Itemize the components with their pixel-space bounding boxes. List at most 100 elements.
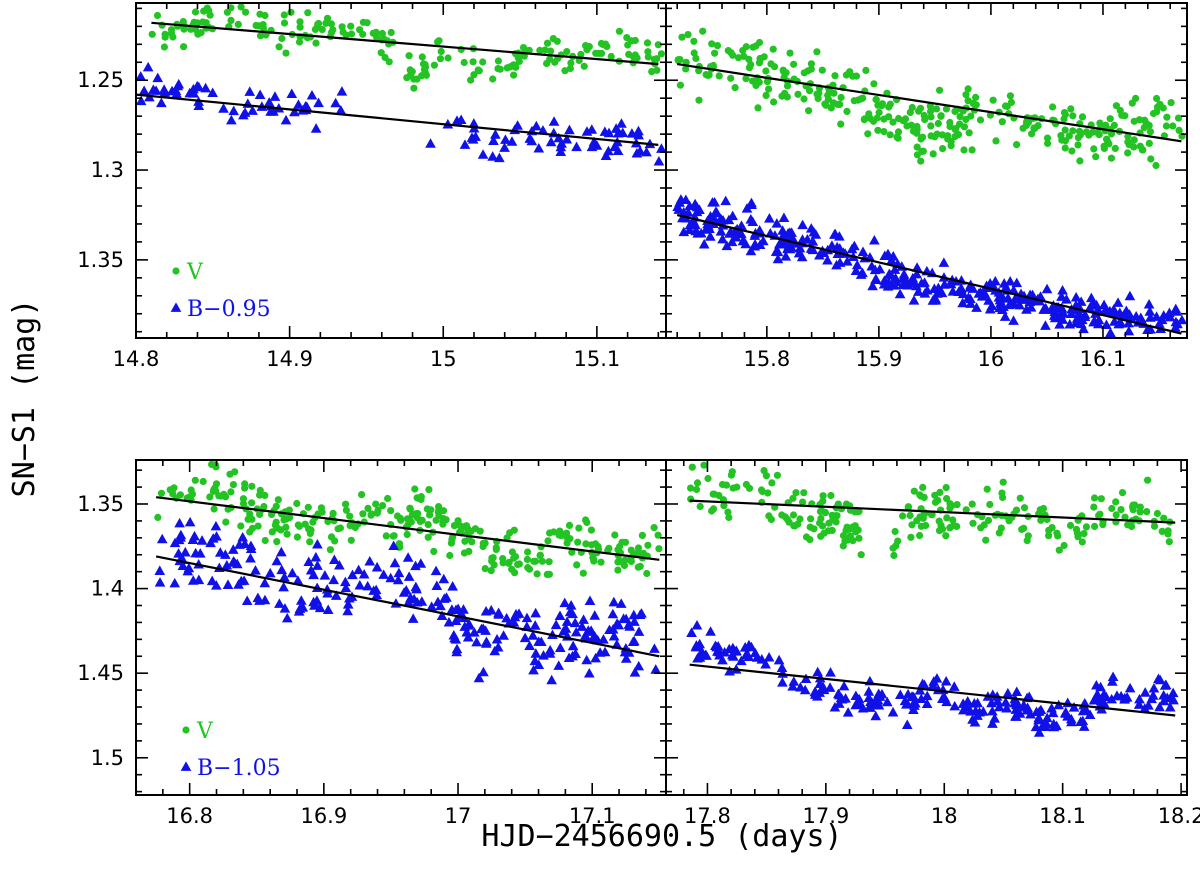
data-point — [957, 297, 968, 308]
data-point — [586, 141, 598, 152]
data-point — [524, 564, 532, 572]
data-point — [487, 567, 495, 575]
data-point — [806, 536, 814, 544]
data-point — [949, 700, 961, 711]
data-point — [1089, 693, 1101, 704]
data-point — [263, 97, 275, 107]
data-point — [720, 502, 728, 510]
data-point — [870, 274, 881, 285]
data-point — [690, 37, 698, 45]
data-point — [794, 90, 802, 98]
series-v — [154, 460, 663, 579]
data-point — [173, 548, 184, 558]
data-point — [1013, 141, 1021, 149]
data-point — [800, 673, 812, 683]
fit-line-v — [689, 499, 1176, 524]
fit-line-v — [677, 63, 1182, 143]
data-point — [915, 107, 923, 115]
data-point — [393, 567, 405, 578]
data-point — [973, 288, 985, 298]
data-point — [887, 706, 899, 717]
data-point — [1130, 143, 1138, 151]
data-point — [1121, 513, 1129, 521]
data-point — [567, 59, 575, 67]
data-point — [878, 102, 886, 110]
data-point — [473, 672, 485, 683]
data-point — [626, 128, 638, 138]
data-point — [530, 607, 541, 618]
data-point — [899, 117, 907, 125]
data-point — [986, 300, 998, 311]
data-point — [810, 229, 822, 239]
data-point — [723, 214, 735, 225]
data-point — [239, 495, 247, 503]
data-point — [704, 223, 715, 233]
data-point — [756, 55, 764, 63]
data-point — [831, 72, 839, 80]
data-point — [927, 122, 935, 130]
data-point — [222, 518, 230, 526]
data-point — [849, 537, 857, 545]
data-point — [322, 19, 330, 27]
data-point — [1018, 525, 1026, 534]
fit-line-b — [676, 213, 1182, 335]
data-point — [1004, 276, 1016, 286]
data-point — [287, 8, 295, 16]
data-point — [638, 531, 647, 540]
data-point — [984, 277, 996, 288]
data-point — [447, 581, 458, 591]
data-point — [570, 626, 582, 637]
data-point — [633, 660, 645, 671]
data-point — [969, 717, 981, 727]
data-point — [1167, 99, 1175, 107]
data-point — [458, 604, 469, 614]
data-point — [248, 524, 257, 532]
data-point — [1112, 297, 1124, 307]
data-point — [569, 617, 581, 628]
data-point — [309, 518, 317, 526]
data-point — [390, 532, 398, 540]
data-point — [206, 11, 214, 19]
data-point — [461, 537, 469, 545]
fit-line-b — [689, 663, 1176, 717]
x-tick-label: 16 — [978, 347, 1005, 371]
data-point — [908, 691, 920, 702]
y-tick-label: 1.35 — [77, 248, 124, 272]
data-point — [747, 216, 759, 226]
data-point — [827, 491, 835, 500]
data-point — [566, 535, 574, 543]
data-point — [879, 275, 890, 285]
y-tick-label: 1.3 — [91, 158, 124, 182]
data-point — [1035, 704, 1047, 715]
data-point — [279, 571, 290, 582]
data-point — [1124, 682, 1136, 693]
data-point — [608, 630, 620, 641]
data-point — [208, 460, 216, 468]
fit-line-v — [151, 21, 659, 66]
data-point — [616, 118, 627, 128]
data-point — [777, 225, 788, 235]
data-point — [708, 40, 716, 48]
data-point — [904, 503, 913, 511]
data-point — [617, 127, 629, 138]
data-point — [417, 493, 425, 501]
series-b — [672, 194, 1188, 337]
data-point — [629, 616, 640, 626]
data-point — [910, 487, 918, 495]
data-point — [656, 143, 667, 153]
data-point — [704, 474, 712, 483]
data-point — [1000, 281, 1012, 292]
data-point — [620, 613, 632, 624]
data-point — [1175, 126, 1183, 134]
data-point — [142, 61, 154, 72]
data-point — [597, 39, 606, 48]
data-point — [987, 705, 998, 716]
data-point — [740, 52, 748, 60]
data-point — [241, 484, 249, 492]
data-point — [772, 246, 784, 257]
data-point — [727, 74, 735, 82]
data-point — [998, 301, 1009, 311]
data-point — [724, 47, 732, 55]
data-point — [749, 230, 761, 240]
data-point — [1078, 323, 1089, 334]
